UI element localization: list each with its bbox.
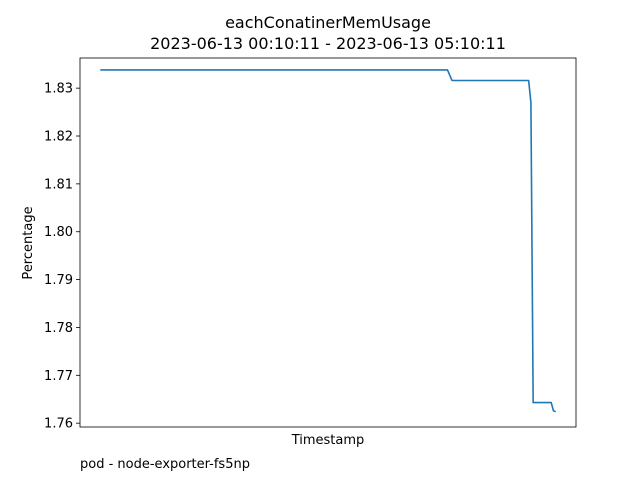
series-line [100,69,557,413]
plot-area [79,57,577,428]
y-tick-label: 1.77 [44,369,73,384]
y-tick-label: 1.83 [44,82,73,97]
y-tick-label: 1.78 [44,321,73,336]
y-tick-label: 1.76 [44,417,73,432]
x-axis-label: Timestamp [291,433,365,448]
pod-caption: pod - node-exporter-fs5np [80,457,250,472]
y-tick-label: 1.82 [44,130,73,145]
y-axis: 1.76 1.77 1.78 1.79 1.80 1.81 1.82 1.83 [44,82,80,432]
y-tick-label: 1.81 [44,177,73,192]
y-tick-label: 1.79 [44,273,73,288]
chart-title: eachConatinerMemUsage [225,13,431,32]
chart-subtitle: 2023-06-13 00:10:11 - 2023-06-13 05:10:1… [150,34,506,53]
y-tick-label: 1.80 [44,225,73,240]
y-axis-label: Percentage [21,206,36,279]
